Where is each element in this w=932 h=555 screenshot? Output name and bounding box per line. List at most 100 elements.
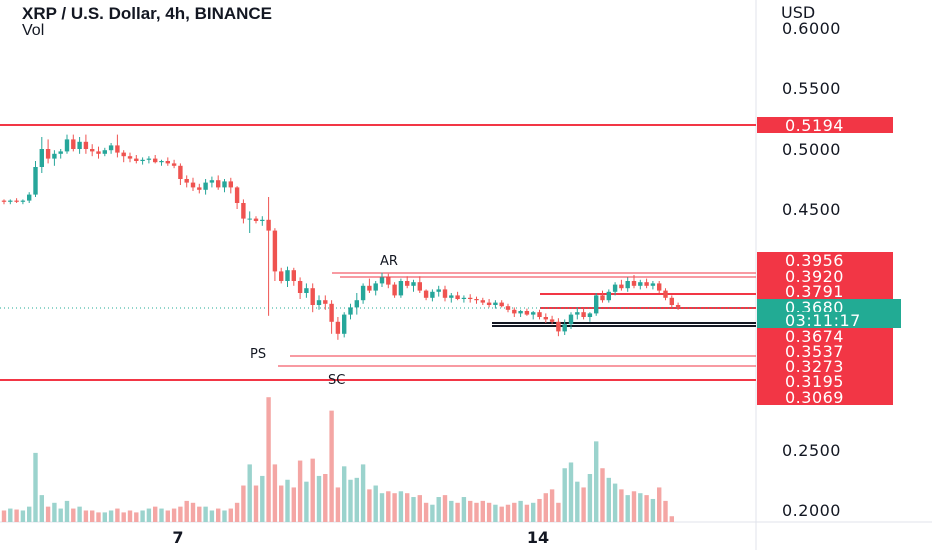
volume-bar	[45, 506, 51, 522]
volume-bar	[184, 500, 189, 522]
volume-bar	[612, 483, 618, 522]
candle-body	[575, 312, 580, 315]
candle-body	[669, 297, 674, 305]
candle-body	[127, 156, 133, 159]
wyckoff-annotation: PS	[250, 347, 266, 362]
x-tick-label: 14	[527, 528, 549, 547]
volume-bar	[335, 487, 341, 522]
candle-body	[354, 300, 359, 308]
candle-body	[587, 313, 593, 317]
candle-body	[140, 159, 145, 161]
candle-body	[606, 291, 611, 301]
volume-bar	[165, 510, 170, 522]
volume-indicator-label: Vol	[22, 22, 45, 39]
volume-bar	[115, 508, 120, 522]
candle-body	[518, 311, 523, 314]
candle-body	[386, 277, 391, 285]
candle-body	[493, 302, 498, 305]
volume-bar	[568, 462, 574, 522]
volume-bar	[234, 502, 240, 522]
volume-bar	[442, 495, 448, 522]
candle-body	[329, 303, 334, 322]
volume-bar	[247, 464, 252, 522]
candle-body	[178, 165, 183, 179]
candle-body	[644, 282, 649, 286]
price-label-box	[757, 252, 893, 268]
candle-body	[52, 153, 57, 159]
volume-bar	[449, 500, 454, 522]
candle-body	[197, 187, 202, 190]
volume-bar	[354, 477, 359, 522]
volume-bar	[222, 510, 227, 522]
volume-bar	[83, 510, 89, 522]
price-label-text: 0.3195	[785, 372, 844, 391]
volume-bar	[480, 500, 485, 522]
y-tick-label: 0.5000	[782, 140, 841, 159]
candle-body	[442, 289, 448, 298]
volume-bar	[171, 508, 177, 522]
candle-body	[153, 158, 158, 163]
volume-bar	[260, 475, 265, 522]
volume-bar	[285, 479, 290, 522]
y-tick-label: 0.2500	[782, 441, 841, 460]
candle-body	[373, 283, 378, 291]
price-label-box	[757, 312, 901, 328]
volume-bar	[631, 491, 637, 522]
candle-body	[436, 289, 441, 292]
candle-body	[423, 290, 429, 298]
volume-bar	[209, 510, 215, 522]
volume-bar	[367, 489, 372, 522]
volume-bar	[159, 508, 164, 522]
candle-body	[348, 307, 353, 315]
price-label-box	[757, 328, 893, 344]
candle-body	[537, 312, 542, 317]
candle-body	[594, 295, 599, 314]
volume-bar	[512, 502, 517, 522]
candle-body	[171, 163, 177, 166]
candle-body	[134, 158, 139, 161]
volume-bar	[638, 493, 643, 522]
candle-body	[83, 141, 89, 149]
price-label-text: 0.3537	[785, 342, 844, 361]
volume-bar	[203, 506, 208, 522]
candle-body	[638, 282, 643, 286]
volume-bar	[134, 512, 139, 522]
candle-body	[581, 312, 586, 317]
currency-label: USD	[781, 3, 815, 22]
candle-body	[228, 181, 233, 188]
price-label-box	[757, 343, 893, 359]
price-label-text: 03:11:17	[785, 311, 861, 330]
candle-body	[216, 180, 221, 188]
volume-bar	[228, 508, 233, 522]
volume-bar	[379, 493, 385, 522]
volume-bar	[556, 502, 561, 522]
price-label-text: 0.3791	[785, 282, 844, 301]
volume-bar	[537, 498, 542, 522]
volume-bar	[549, 489, 555, 522]
candle-body	[279, 271, 284, 281]
candle-body	[272, 230, 278, 272]
volume-bar	[581, 487, 586, 522]
price-label-text: 0.3956	[785, 251, 844, 270]
volume-bar	[127, 510, 133, 522]
candle-body	[499, 302, 504, 307]
candle-body	[159, 161, 164, 163]
chart-title: XRP / U.S. Dollar, 4h, BINANCE	[22, 4, 273, 23]
volume-bar	[468, 500, 473, 522]
volume-bar	[39, 495, 44, 522]
candle-body	[209, 180, 215, 183]
volume-bar	[58, 508, 63, 522]
volume-bar	[329, 410, 334, 522]
volume-bar	[71, 508, 76, 522]
candle-body	[411, 282, 416, 286]
volume-bar	[316, 475, 322, 522]
candle-body	[71, 139, 76, 149]
volume-bar	[657, 487, 662, 522]
volume-bar	[417, 495, 422, 522]
y-tick-label: 0.6000	[782, 19, 841, 38]
candle-body	[234, 187, 240, 203]
candle-body	[600, 295, 605, 301]
candle-body	[430, 291, 435, 298]
